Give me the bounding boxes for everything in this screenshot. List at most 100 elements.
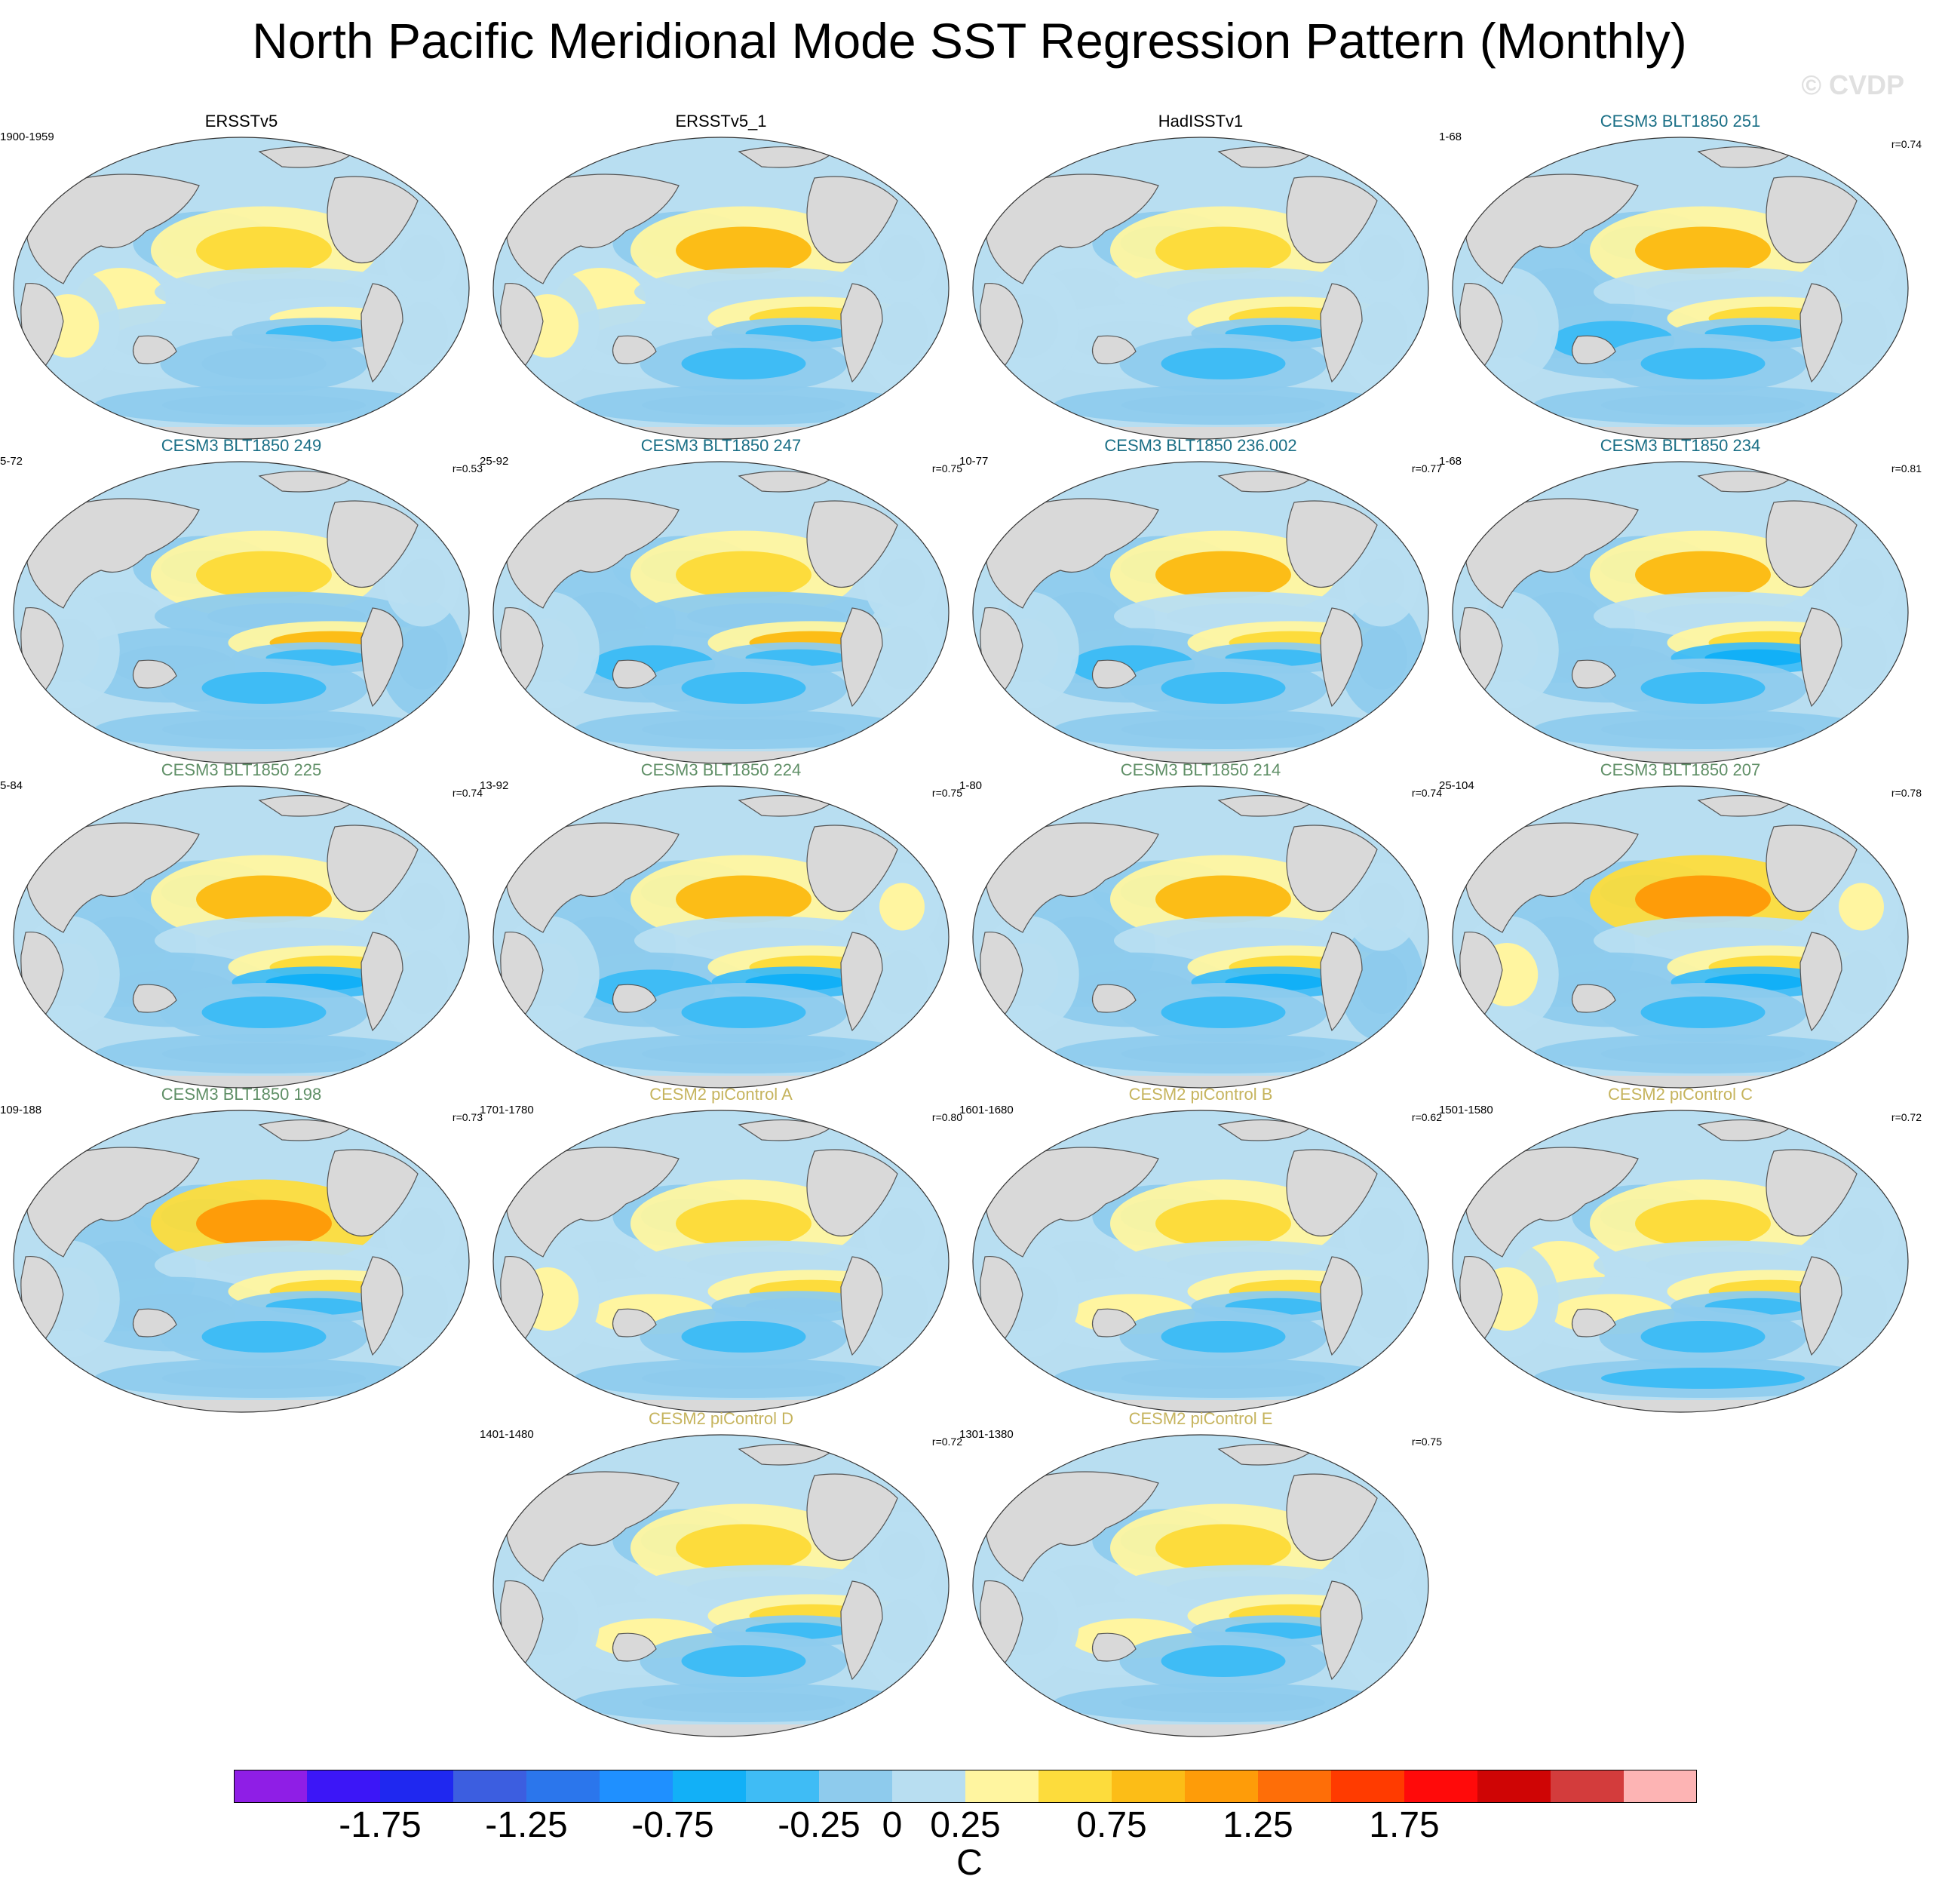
sst-anomaly-core bbox=[1359, 1207, 1404, 1255]
colorbar-tick-label: -1.25 bbox=[485, 1805, 568, 1845]
landmass bbox=[26, 1147, 200, 1258]
panel-title: CESM3 BLT1850 207 bbox=[1600, 760, 1761, 779]
sst-anomaly-core bbox=[1640, 348, 1766, 379]
landmass bbox=[806, 1473, 898, 1562]
sst-anomaly-core bbox=[1356, 1275, 1407, 1338]
landmass bbox=[1286, 1473, 1378, 1562]
sst-anomaly-core bbox=[400, 1207, 445, 1255]
landmass bbox=[132, 1308, 177, 1337]
landmass bbox=[806, 1149, 898, 1237]
sst-anomaly-core bbox=[876, 1275, 928, 1338]
sst-anomaly-core bbox=[676, 551, 811, 599]
sst-anomaly-core bbox=[1121, 1692, 1325, 1713]
map-outline bbox=[972, 1434, 1429, 1737]
sst-anomaly-core bbox=[681, 997, 806, 1028]
sst-anomaly-core bbox=[876, 626, 928, 689]
sst-map bbox=[490, 133, 952, 444]
sst-map bbox=[490, 457, 952, 768]
sst-anomaly-core bbox=[1359, 883, 1404, 931]
landmass bbox=[327, 825, 419, 913]
panel-correlation: r=0.73 bbox=[452, 1111, 483, 1123]
sst-anomaly-core bbox=[1356, 626, 1407, 689]
panel-title: CESM2 piControl B bbox=[1128, 1085, 1273, 1104]
landmass bbox=[506, 498, 680, 609]
landmass bbox=[1766, 500, 1858, 588]
sst-anomaly-core bbox=[1356, 1599, 1407, 1663]
sst-anomaly-core bbox=[400, 558, 445, 607]
map-outline bbox=[972, 461, 1429, 764]
sst-anomaly-core bbox=[201, 672, 327, 704]
antarctica bbox=[973, 1724, 1428, 1737]
landmass bbox=[1091, 1308, 1137, 1337]
panel-title: CESM2 piControl D bbox=[649, 1409, 793, 1428]
sst-anomaly-core bbox=[1155, 551, 1291, 599]
sst-map bbox=[970, 133, 1431, 444]
sst-anomaly-core bbox=[1359, 1531, 1404, 1580]
landmass bbox=[1286, 176, 1378, 264]
map-panel: CESM3 BLT1850 236.002 10-77 r=0.77 bbox=[959, 435, 1442, 766]
colorbar-swatch bbox=[600, 1770, 673, 1803]
landmass bbox=[612, 335, 657, 364]
sst-anomaly-core bbox=[397, 626, 448, 689]
colorbar-tick-label: 0 bbox=[882, 1805, 903, 1845]
sst-anomaly-core bbox=[397, 950, 448, 1014]
panel-correlation: r=0.74 bbox=[1891, 138, 1922, 150]
sst-anomaly-core bbox=[397, 1275, 448, 1338]
landmass bbox=[840, 607, 883, 708]
sst-anomaly-core bbox=[876, 302, 928, 365]
colorbar-swatch bbox=[1477, 1770, 1551, 1803]
panel-period: 1501-1580 bbox=[1439, 1104, 1493, 1116]
sst-anomaly-core bbox=[1601, 1368, 1805, 1389]
colorbar-swatch bbox=[1331, 1770, 1405, 1803]
sst-map bbox=[490, 782, 952, 1092]
sst-anomaly-core bbox=[162, 395, 366, 416]
sst-anomaly-core bbox=[681, 672, 806, 704]
sst-anomaly-core bbox=[196, 1199, 332, 1248]
sst-anomaly-core bbox=[1121, 1043, 1325, 1064]
map-outline bbox=[13, 1110, 470, 1413]
sst-map bbox=[970, 782, 1431, 1092]
sst-anomaly-core bbox=[1155, 1199, 1291, 1248]
sst-anomaly-core bbox=[1121, 1368, 1325, 1389]
landmass bbox=[1465, 1147, 1639, 1258]
panel-period: 5-84 bbox=[0, 779, 23, 792]
landmass bbox=[612, 1308, 657, 1337]
sst-anomaly-core bbox=[196, 875, 332, 923]
sst-anomaly-core bbox=[1640, 1321, 1766, 1353]
panel-period: 1900-1959 bbox=[0, 131, 54, 143]
sst-anomaly-core bbox=[642, 1368, 845, 1389]
landmass bbox=[26, 822, 200, 933]
colorbar-tick-label: 0.75 bbox=[1076, 1805, 1147, 1845]
map-panel: CESM3 BLT1850 225 5-84 r=0.74 bbox=[0, 759, 483, 1091]
sst-anomaly-core bbox=[1356, 950, 1407, 1014]
panel-title: CESM2 piControl E bbox=[1128, 1409, 1273, 1428]
sst-anomaly-core bbox=[642, 1692, 845, 1713]
figure-title: North Pacific Meridional Mode SST Regres… bbox=[252, 13, 1687, 69]
sst-map bbox=[1450, 457, 1911, 768]
panel-title: CESM3 BLT1850 247 bbox=[640, 436, 802, 455]
landmass bbox=[360, 932, 403, 1032]
sst-anomaly-core bbox=[676, 1524, 811, 1572]
map-panel: CESM2 piControl A 1701-1780 r=0.80 bbox=[480, 1083, 962, 1415]
colorbar-swatch bbox=[673, 1770, 747, 1803]
landmass bbox=[612, 984, 657, 1013]
landmass bbox=[360, 283, 403, 383]
panel-period: 1-68 bbox=[1439, 455, 1462, 468]
landmass bbox=[1799, 283, 1842, 383]
landmass bbox=[1091, 1632, 1137, 1662]
panel-title: CESM3 BLT1850 198 bbox=[161, 1085, 322, 1104]
landmass bbox=[1320, 283, 1363, 383]
sst-anomaly-core bbox=[400, 234, 445, 282]
colorbar-swatch bbox=[1404, 1770, 1478, 1803]
sst-anomaly-core bbox=[876, 950, 928, 1014]
sst-anomaly-core bbox=[876, 1599, 928, 1663]
map-outline bbox=[972, 785, 1429, 1089]
panel-correlation: r=0.80 bbox=[931, 1111, 962, 1123]
sst-anomaly-core bbox=[879, 883, 925, 931]
landmass bbox=[1320, 932, 1363, 1032]
sst-anomaly-core bbox=[162, 1368, 366, 1389]
map-outline bbox=[1452, 461, 1909, 764]
landmass bbox=[1286, 825, 1378, 913]
sst-anomaly-core bbox=[201, 348, 327, 379]
map-panel: ERSSTv5 1900-1959 bbox=[0, 110, 483, 442]
